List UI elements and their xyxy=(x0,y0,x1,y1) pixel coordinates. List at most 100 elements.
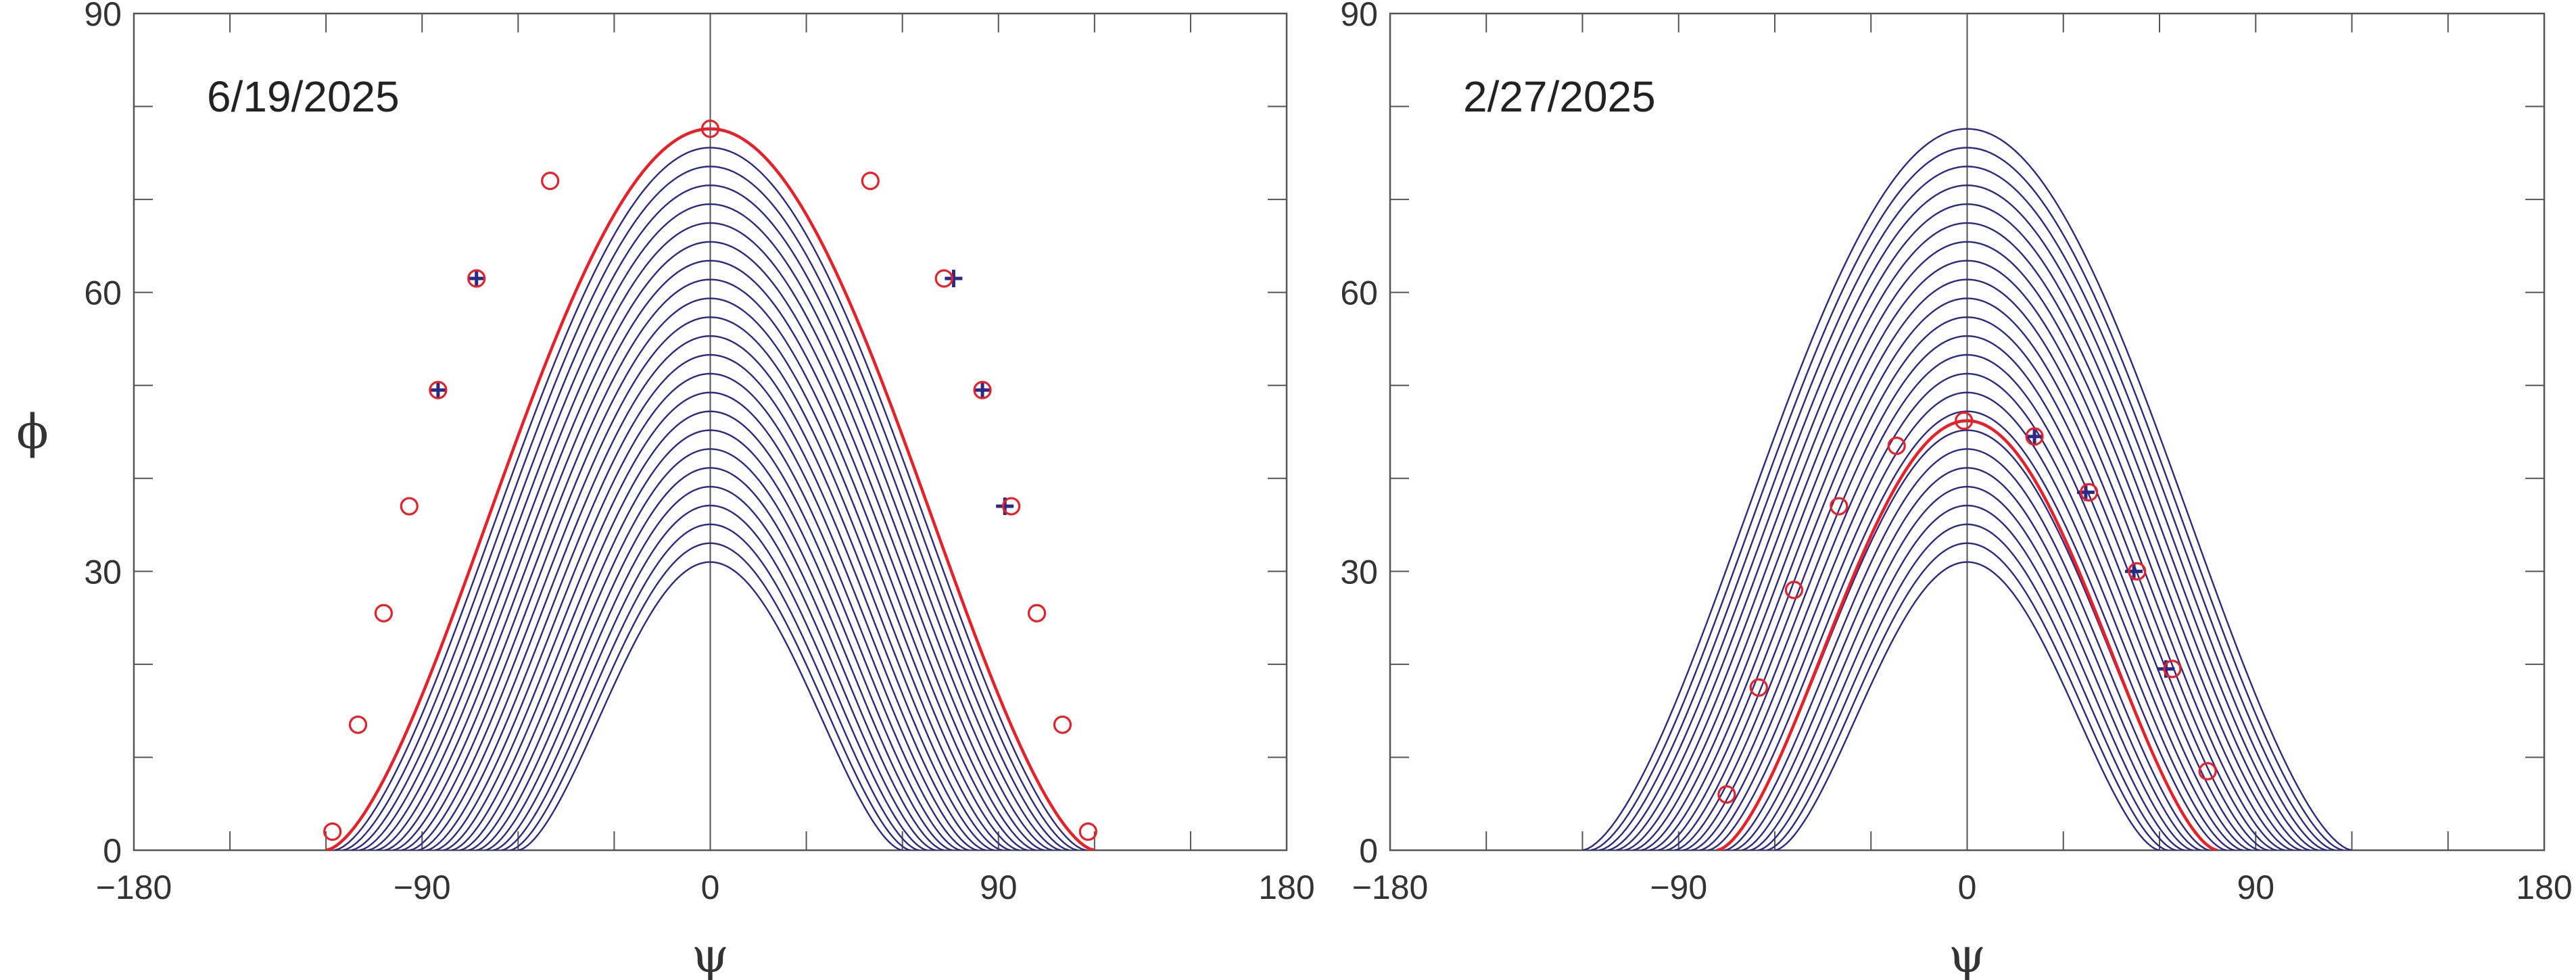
y-tick-label: 60 xyxy=(1340,274,1378,312)
circle-marker xyxy=(1830,497,1848,516)
family-curve xyxy=(434,372,986,850)
circle-marker xyxy=(1717,785,1736,804)
family-curve xyxy=(1741,485,2193,850)
family-curve xyxy=(1640,260,2294,850)
date-title: 2/27/2025 xyxy=(1463,72,1656,121)
x-tick-label: 0 xyxy=(1958,868,1977,906)
family-curve xyxy=(1674,335,2260,850)
circle-marker xyxy=(861,172,880,191)
circle-marker xyxy=(973,381,992,399)
family-curve xyxy=(334,147,1087,850)
plus-marker xyxy=(2076,483,2095,501)
circle-marker xyxy=(1053,715,1072,734)
family-curve xyxy=(342,166,1078,850)
circle-marker xyxy=(1784,581,1804,599)
circle-marker xyxy=(374,604,393,622)
circle-marker xyxy=(2128,562,2147,581)
circle-marker xyxy=(541,172,560,191)
date-title: 6/19/2025 xyxy=(207,72,400,121)
x-tick-label: 90 xyxy=(2237,868,2274,906)
plus-marker xyxy=(467,270,485,288)
family-curve xyxy=(367,222,1053,850)
family-curve xyxy=(1682,353,2252,850)
family-curve xyxy=(1757,523,2177,850)
family-curve xyxy=(442,391,978,850)
circle-marker xyxy=(1955,411,1974,431)
y-tick-label: 0 xyxy=(103,832,122,870)
y-tick-label: 90 xyxy=(1340,0,1378,33)
family-curve xyxy=(518,561,903,850)
family-curve xyxy=(1699,391,2235,850)
x-tick-label: 90 xyxy=(980,868,1018,906)
y-tick-label: 60 xyxy=(84,274,122,312)
circle-marker xyxy=(467,269,486,288)
circle-marker xyxy=(2080,483,2099,502)
circle-marker xyxy=(2025,427,2044,446)
family-curve xyxy=(384,260,1036,850)
family-curve xyxy=(1665,316,2269,850)
family-curve xyxy=(1649,278,2285,850)
y-tick-label: 90 xyxy=(84,0,122,33)
x-tick-label: 180 xyxy=(2516,868,2572,906)
family-curve xyxy=(1766,542,2168,850)
family-curve xyxy=(1707,410,2227,850)
family-curve xyxy=(1749,504,2185,850)
family-curve xyxy=(451,410,970,850)
family-curve xyxy=(375,241,1045,850)
family-curve xyxy=(467,448,953,850)
circle-marker xyxy=(1749,678,1768,697)
circle-marker xyxy=(1078,822,1097,841)
circle-marker xyxy=(323,822,342,841)
family-curve xyxy=(426,353,995,850)
x-tick-label: −90 xyxy=(393,868,451,906)
family-curve xyxy=(1632,241,2302,850)
family-curve xyxy=(1590,147,2344,850)
x-tick-label: −180 xyxy=(1352,868,1429,906)
family-curve xyxy=(459,429,961,850)
family-curve xyxy=(392,278,1028,850)
y-tick-label: 30 xyxy=(84,553,122,591)
family-curve xyxy=(359,203,1062,850)
circle-marker xyxy=(2198,762,2217,781)
x-tick-label: −90 xyxy=(1650,868,1707,906)
family-curve xyxy=(417,335,1003,850)
family-curve xyxy=(1582,128,2352,850)
plus-marker xyxy=(974,381,992,399)
circle-marker xyxy=(934,269,953,288)
y-tick-label: 0 xyxy=(1359,832,1378,870)
x-axis-label: ψ xyxy=(1949,928,1986,980)
plus-marker xyxy=(945,270,963,288)
right-panel: −180 −90 0 90 180 0 30 60 90 ψ 2/27/2025 xyxy=(1340,0,2572,980)
family-curve xyxy=(484,485,936,850)
family-curve xyxy=(1615,203,2319,850)
family-curve xyxy=(1691,372,2243,850)
circle-marker xyxy=(1887,437,1906,456)
circle-marker xyxy=(348,715,368,734)
circle-marker xyxy=(400,497,419,516)
left-panel: −180 −90 0 90 180 0 30 60 90 ψ ϕ 6/19/2025 xyxy=(16,0,1315,980)
circle-marker xyxy=(700,119,720,139)
family-curve xyxy=(1624,222,2310,850)
circle-marker xyxy=(1027,604,1047,622)
circle-marker xyxy=(429,381,448,399)
family-curve xyxy=(409,316,1011,850)
family-curve xyxy=(1774,561,2160,850)
family-curve xyxy=(501,523,920,850)
family-curve xyxy=(401,297,1020,850)
family-curve xyxy=(492,504,928,850)
x-tick-label: 180 xyxy=(1258,868,1314,906)
x-axis-label: ψ xyxy=(692,928,729,980)
family-curve xyxy=(1724,448,2210,850)
plus-marker xyxy=(2125,562,2143,581)
y-axis-label: ϕ xyxy=(16,404,49,460)
x-tick-label: −180 xyxy=(96,868,172,906)
y-tick-label: 30 xyxy=(1340,553,1378,591)
family-curve xyxy=(1598,166,2336,850)
family-curve xyxy=(350,184,1070,850)
family-curve xyxy=(1732,467,2202,850)
family-curve xyxy=(476,467,945,850)
circle-marker xyxy=(1002,497,1021,516)
highlight-curve xyxy=(325,127,1095,850)
x-tick-label: 0 xyxy=(701,868,720,906)
